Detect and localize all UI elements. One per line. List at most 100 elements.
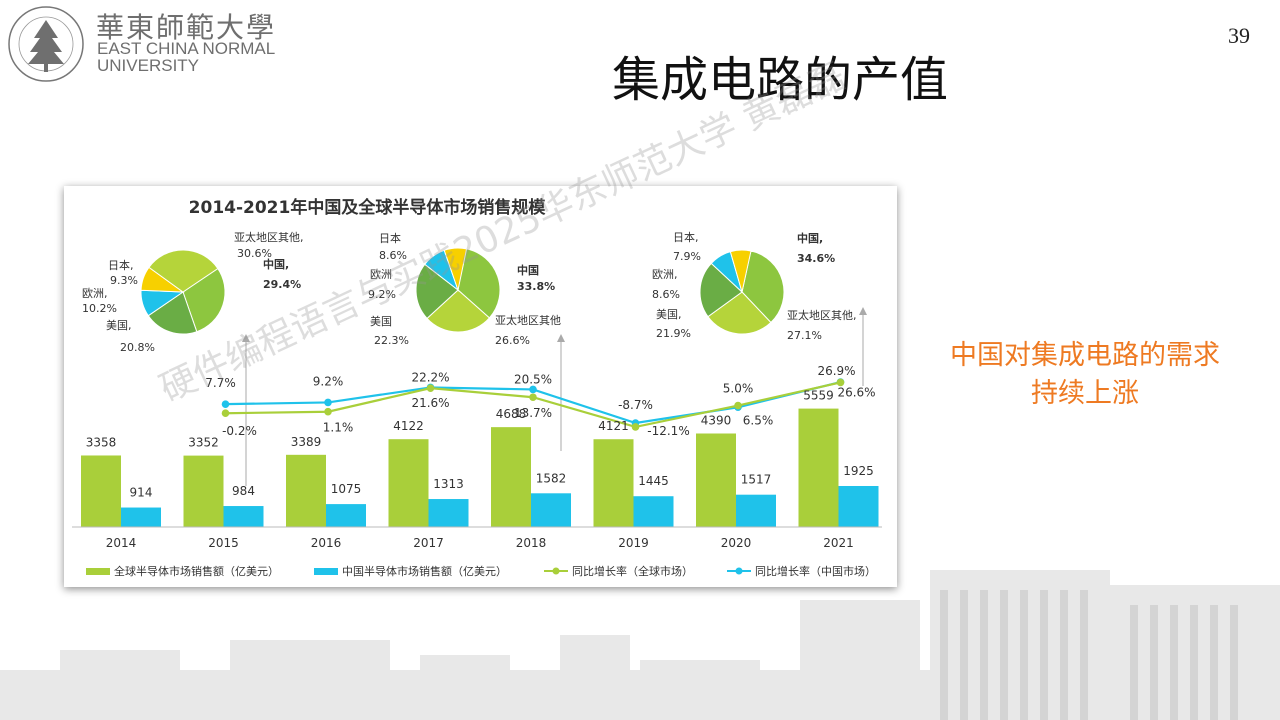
pie-label-2015-3: 日本, (108, 258, 134, 272)
pie-slice-2015-4 (148, 249, 219, 293)
legend-label-3: 同比增长率（中国市场） (755, 564, 876, 578)
growth-label-china-2019: -8.7% (618, 398, 653, 412)
pies-layer: 中国, 29.4% 美国, 20.8% 欧洲, 10.2% 日本, 9.3% 亚太地区其他, 30… (82, 230, 857, 354)
pie-value-2021-2: 21.9% (656, 327, 691, 340)
pie-value-2018-4: 8.6% (379, 249, 407, 262)
x-tick-2020: 2020 (721, 536, 752, 550)
growth-label-china-2021: 26.9% (817, 364, 855, 378)
chart-title: 2014-2021年中国及全球半导体市场销售规模 (189, 197, 547, 218)
bar-label-global-2019: 4121 (598, 419, 629, 433)
point-global-2015 (221, 409, 230, 418)
bar-label-global-2021: 5559 (803, 389, 834, 403)
point-global-2017 (426, 384, 435, 392)
bar-global-2021 (798, 408, 839, 527)
pie-label-2021-4: 日本, (673, 230, 699, 244)
logo-english-name: EAST CHINA NORMAL UNIVERSITY (97, 40, 275, 74)
pie-slice-2018-4 (443, 247, 468, 292)
bar-china-2016 (326, 504, 366, 527)
pie-value-2018-2: 22.3% (374, 334, 409, 347)
legend-swatch-dot-2 (552, 567, 560, 575)
bar-china-2015 (223, 506, 264, 527)
pie-slice-2021-2 (699, 262, 743, 318)
growth-label-china-2020: 5.0% (723, 381, 754, 395)
pie-value-2015-3: 9.3% (110, 274, 138, 287)
pie-slice-2021-1 (707, 291, 772, 335)
x-tick-2014: 2014 (106, 536, 137, 550)
pie-pointer-arrows (242, 307, 867, 486)
pie-label-2021-2: 美国, (656, 308, 682, 321)
legend: 全球半导体市场销售额（亿美元） 中国半导体市场销售额（亿美元） 同比增长率（全球市场… (86, 564, 876, 578)
page-number: 39 (1228, 23, 1250, 48)
x-tick-2017: 2017 (413, 536, 444, 550)
legend-label-1: 中国半导体市场销售额（亿美元） (342, 564, 507, 578)
legend-swatch-dot-3 (735, 567, 743, 575)
bar-label-china-2021: 1925 (843, 464, 874, 478)
pie-label-2021-0: 中国, (797, 231, 823, 245)
point-global-2021 (836, 378, 845, 387)
growth-label-china-2016: 9.2% (313, 374, 344, 388)
pie-value-2018-0: 33.8% (517, 280, 555, 293)
bar-global-2015 (183, 455, 224, 527)
x-tick-2016: 2016 (311, 536, 342, 550)
pie-value-2015-2: 10.2% (82, 302, 117, 315)
pie-slice-2021-0 (741, 250, 785, 324)
pie-slice-2021-4 (729, 249, 752, 293)
point-global-2018 (529, 393, 537, 402)
bar-global-2020 (696, 433, 736, 527)
pie-label-2015-1: 美国, (106, 319, 132, 332)
bar-china-2019 (633, 496, 674, 527)
side-note: 中国对集成电路的需求 持续上涨 (920, 337, 1250, 413)
point-china-2016 (324, 398, 332, 407)
pie-2018: 中国 33.8% 亚太地区其他 26.6% 美国 22.3% 欧洲 9.2% 日本 8.6% (368, 231, 561, 347)
pie-value-2021-3: 8.6% (652, 288, 680, 301)
bar-label-china-2018: 1582 (536, 471, 567, 485)
pie-value-2015-0: 29.4% (263, 278, 301, 291)
x-tick-2019: 2019 (618, 536, 649, 550)
growth-label-global-2019: -12.1% (647, 424, 689, 438)
growth-label-global-2021: 26.6% (837, 385, 875, 399)
legend-swatch-1 (314, 568, 338, 575)
bar-china-2021 (838, 485, 879, 527)
pie-slice-2015-0 (182, 267, 226, 333)
bar-label-global-2020: 4390 (701, 413, 732, 427)
side-note-line1: 中国对集成电路的需求 (950, 340, 1220, 371)
bar-china-2017 (428, 499, 469, 527)
pie-value-2021-1: 27.1% (787, 329, 822, 342)
growth-label-global-2017: 21.6% (411, 396, 449, 410)
side-note-line2: 持续上涨 (1031, 378, 1139, 409)
logo-english-line1: EAST CHINA NORMAL (97, 39, 276, 58)
pie-value-2015-1: 20.8% (120, 341, 155, 354)
pie-label-2015-0: 中国, (263, 257, 289, 271)
pie-label-2015-2: 欧洲, (82, 287, 108, 300)
logo-english-line2: UNIVERSITY (97, 56, 200, 75)
bar-label-global-2018: 4688 (496, 407, 527, 421)
pie-pointer-head-0 (242, 334, 250, 342)
point-china-2018 (529, 385, 537, 394)
university-seal-logo (8, 6, 84, 82)
chart-panel: 2014-2021年中国及全球半导体市场销售规模 中国, 29.4% 美国, 20.8… (64, 186, 897, 587)
bar-china-2020 (736, 494, 776, 527)
pie-label-2018-4: 日本 (379, 231, 401, 245)
labels-layer: 3358 914 3352 984 3389 1075 4122 1313 4688 1582 41… (86, 364, 876, 499)
bar-label-global-2015: 3352 (188, 436, 219, 450)
pie-2021: 中国, 34.6% 亚太地区其他, 27.1% 美国, 21.9% 欧洲, 8.6% 日本, 7.… (652, 230, 857, 342)
lines-layer (221, 378, 845, 431)
pie-value-2021-4: 7.9% (673, 250, 701, 263)
bar-global-2014 (81, 455, 121, 527)
pie-label-2018-2: 美国 (370, 315, 392, 328)
pie-pointer-head-2 (859, 307, 867, 315)
pie-label-2018-1: 亚太地区其他 (495, 314, 561, 327)
pie-2015: 中国, 29.4% 美国, 20.8% 欧洲, 10.2% 日本, 9.3% 亚太地区其他, 30… (82, 231, 304, 354)
bar-china-2014 (121, 507, 161, 527)
growth-label-global-2020: 6.5% (743, 414, 774, 428)
bar-china-2018 (531, 493, 571, 527)
growth-label-china-2018: 20.5% (514, 372, 552, 386)
legend-label-0: 全球半导体市场销售额（亿美元） (114, 564, 279, 578)
point-global-2019 (631, 423, 640, 431)
pie-value-2015-4: 30.6% (237, 247, 272, 260)
pie-pointer-head-1 (557, 334, 565, 342)
legend-swatch-0 (86, 568, 110, 575)
point-global-2020 (734, 401, 742, 410)
pie-label-2018-0: 中国 (517, 263, 539, 277)
